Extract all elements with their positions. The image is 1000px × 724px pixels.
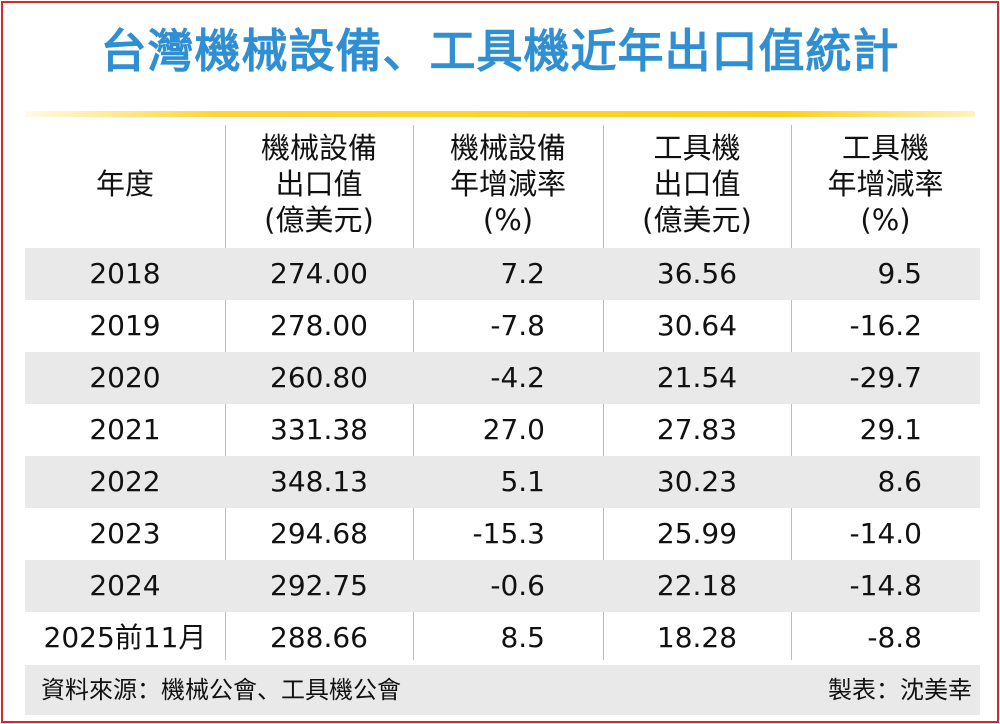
- value-cell: 27.83: [656, 413, 738, 446]
- value-cell: -14.0: [849, 517, 922, 550]
- year-cell: 2018: [89, 257, 161, 290]
- value-cell: -29.7: [849, 361, 922, 394]
- year-cell: 2025前11月: [43, 621, 207, 654]
- value-cell: 22.18: [656, 569, 738, 602]
- source-note: 資料來源：機械公會、工具機公會: [41, 676, 401, 704]
- year-cell: 2020: [89, 361, 161, 394]
- value-cell: 278.00: [270, 309, 368, 342]
- value-cell: -15.3: [472, 517, 545, 550]
- value-cell: 27.0: [482, 413, 545, 446]
- value-cell: 25.99: [656, 517, 738, 550]
- column-header-line: 機械設備: [449, 130, 566, 165]
- table-row: 2018 274.00 7.2 36.56 9.5: [25, 248, 980, 300]
- column-header: 機械設備 出口值 (億美元): [225, 121, 413, 246]
- column-header-line: (億美元): [642, 202, 752, 237]
- column-header-line: (億美元): [264, 202, 374, 237]
- column-header-line: (%): [860, 202, 911, 237]
- column-header-line: 工具機: [653, 130, 741, 165]
- value-cell: 260.80: [270, 361, 368, 394]
- table-row: 2025前11月 288.66 8.5 18.28 -8.8: [25, 612, 980, 664]
- column-header-line: 年度: [95, 166, 154, 201]
- value-cell: -14.8: [849, 569, 922, 602]
- table-header: 年度 機械設備 出口值 (億美元) 機械設備 年增減率 (%) 工具機 出口值 (億美元) 工具機年…: [25, 121, 980, 246]
- year-cell: 2022: [89, 465, 161, 498]
- value-cell: 30.23: [656, 465, 738, 498]
- year-cell: 2024: [89, 569, 161, 602]
- value-cell: -7.8: [490, 309, 545, 342]
- year-cell: 2023: [89, 517, 161, 550]
- column-header-line: 工具機: [841, 130, 929, 165]
- value-cell: 288.66: [270, 621, 368, 654]
- value-cell: 348.13: [270, 465, 368, 498]
- value-cell: -16.2: [849, 309, 922, 342]
- column-header: 工具機 年增減率 (%): [791, 121, 980, 246]
- value-cell: 5.1: [500, 465, 545, 498]
- column-header: 年度: [25, 121, 225, 246]
- column-header-line: 年增減率: [827, 166, 944, 201]
- table-row: 2020 260.80 -4.2 21.54 -29.7: [25, 352, 980, 404]
- table-row: 2023 294.68 -15.3 25.99 -14.0: [25, 508, 980, 560]
- table-row: 2021 331.38 27.0 27.83 29.1: [25, 404, 980, 456]
- value-cell: 21.54: [656, 361, 738, 394]
- value-cell: 8.6: [877, 465, 922, 498]
- column-header-line: 出口值: [653, 166, 741, 201]
- column-header: 工具機 出口值 (億美元): [603, 121, 791, 246]
- table-footer: 資料來源：機械公會、工具機公會 製表：沈美幸: [25, 665, 980, 715]
- year-cell: 2021: [89, 413, 161, 446]
- value-cell: 294.68: [270, 517, 368, 550]
- value-cell: 36.56: [656, 257, 738, 290]
- chart-title: 台灣機械設備、工具機近年出口值統計: [100, 24, 900, 78]
- value-cell: 274.00: [270, 257, 368, 290]
- value-cell: 9.5: [877, 257, 922, 290]
- table-row: 2024 292.75 -0.6 22.18 -14.8: [25, 560, 980, 612]
- value-cell: -0.6: [490, 569, 545, 602]
- value-cell: -4.2: [490, 361, 545, 394]
- column-header-line: 年增減率: [449, 166, 566, 201]
- year-cell: 2019: [89, 309, 161, 342]
- value-cell: 18.28: [656, 621, 738, 654]
- value-cell: 30.64: [656, 309, 738, 342]
- value-cell: 292.75: [270, 569, 368, 602]
- value-cell: 7.2: [500, 257, 545, 290]
- value-cell: 29.1: [859, 413, 922, 446]
- maker-credit: 製表：沈美幸: [828, 676, 972, 704]
- value-cell: 331.38: [270, 413, 368, 446]
- table-row: 2022 348.13 5.1 30.23 8.6: [25, 456, 980, 508]
- column-header-line: 機械設備: [260, 130, 377, 165]
- value-cell: 8.5: [500, 621, 545, 654]
- value-cell: -8.8: [867, 621, 922, 654]
- column-header-line: (%): [482, 202, 534, 237]
- table-row: 2019 278.00 -7.8 30.64 -16.2: [25, 300, 980, 352]
- column-header: 機械設備 年增減率 (%): [413, 121, 603, 246]
- column-header-line: 出口值: [275, 166, 363, 201]
- title-underline: [25, 111, 975, 117]
